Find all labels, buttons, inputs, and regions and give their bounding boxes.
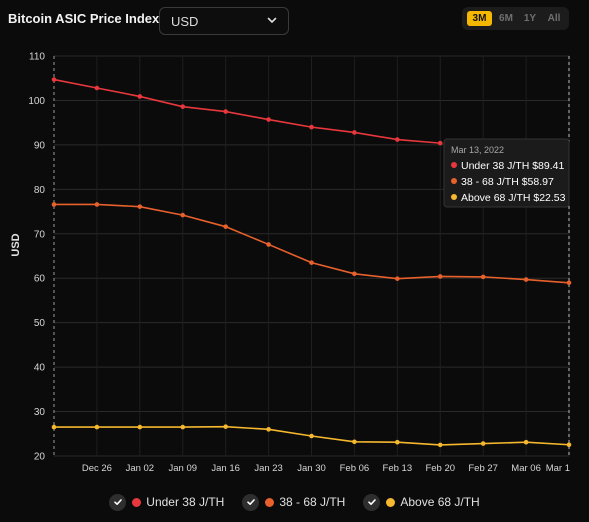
x-tick-label: Feb 20 <box>425 463 455 474</box>
x-tick-label: Jan 23 <box>254 463 283 474</box>
range-3m-button[interactable]: 3M <box>467 11 492 26</box>
data-point-mid <box>395 276 400 281</box>
x-tick-label: Feb 27 <box>468 463 498 474</box>
y-tick-label: 40 <box>34 363 46 374</box>
x-tick-label: Jan 02 <box>126 463 155 474</box>
data-point-above68 <box>523 439 529 445</box>
data-point-under38 <box>180 104 186 109</box>
legend-dot-mid <box>265 497 275 507</box>
chart-legend: Under 38 J/TH 38 - 68 J/TH Above 68 J/TH <box>0 491 589 513</box>
currency-select-value: USD <box>171 14 199 29</box>
x-tick-label: Jan 30 <box>297 463 326 474</box>
data-point-mid <box>94 202 100 207</box>
data-point-above68 <box>51 424 57 430</box>
data-point-mid <box>266 242 271 247</box>
data-point-under38 <box>437 140 443 146</box>
legend-dot-under38 <box>132 497 142 507</box>
data-point-mid <box>437 274 443 279</box>
x-tick-label: Feb 06 <box>340 463 370 474</box>
tooltip-row-under38: Under 38 J/TH $89.41 <box>461 160 564 172</box>
data-point-above68 <box>352 439 357 445</box>
data-point-mid <box>352 271 357 277</box>
data-point-under38 <box>395 137 400 142</box>
chevron-down-icon <box>267 17 277 23</box>
legend-label-mid: 38 - 68 J/TH <box>279 495 346 509</box>
tooltip-row-mid: 38 - 68 J/TH $58.97 <box>461 176 554 188</box>
y-tick-label: 80 <box>34 185 46 196</box>
legend-label-above68: Above 68 J/TH <box>400 495 480 509</box>
page-title: Bitcoin ASIC Price Index <box>8 11 160 26</box>
y-tick-label: 50 <box>34 318 46 329</box>
y-tick-label: 110 <box>29 52 45 63</box>
tooltip-dot-above68 <box>451 194 457 200</box>
data-point-above68 <box>94 424 100 430</box>
data-point-above68 <box>437 442 443 448</box>
data-point-mid <box>223 224 228 229</box>
y-tick-label: 100 <box>28 96 45 107</box>
legend-item-above68[interactable]: Above 68 J/TH <box>363 491 480 513</box>
legend-label-under38: Under 38 J/TH <box>146 495 225 509</box>
y-tick-label: 90 <box>34 140 46 151</box>
x-tick-label: Dec 26 <box>82 463 112 474</box>
data-point-mid <box>566 280 572 286</box>
legend-item-mid[interactable]: 38 - 68 J/TH <box>242 491 345 513</box>
data-point-above68 <box>566 442 572 448</box>
series-line-under38 <box>53 78 441 144</box>
legend-dot-above68 <box>386 497 396 507</box>
tooltip-row-above68: Above 68 J/TH $22.53 <box>461 192 566 204</box>
range-all-button[interactable]: All <box>547 13 561 24</box>
data-point-above68 <box>309 433 314 439</box>
check-icon[interactable] <box>242 493 260 511</box>
x-axis-ticks: Dec 26 Jan 02 Jan 09 Jan 16 Jan 23 Jan 30 Feb … <box>82 463 570 474</box>
chart-grid <box>54 55 570 457</box>
chart-series <box>51 77 572 448</box>
check-icon[interactable] <box>363 493 381 511</box>
data-point-under38 <box>94 85 100 91</box>
x-tick-label: Feb 13 <box>383 463 413 474</box>
data-point-under38 <box>352 130 357 135</box>
x-tick-label: Jan 16 <box>211 463 240 474</box>
time-range-selector: 3M 6M 1Y All <box>462 7 569 30</box>
price-chart[interactable]: 20 30 40 50 60 70 80 90 100 110 Dec 26 Jan 02 Jan 0… <box>0 0 589 490</box>
tooltip-dot-mid <box>451 178 457 184</box>
data-point-under38 <box>223 109 228 114</box>
y-tick-label: 60 <box>34 274 46 285</box>
data-point-above68 <box>480 441 486 446</box>
y-tick-label: 30 <box>34 407 46 418</box>
data-point-above68 <box>137 424 143 430</box>
data-point-under38 <box>266 117 271 122</box>
data-point-above68 <box>223 424 228 429</box>
currency-select[interactable]: USD <box>159 7 289 35</box>
tooltip-date: Mar 13, 2022 <box>451 145 504 155</box>
data-point-mid <box>51 202 57 207</box>
y-tick-label: 20 <box>34 452 46 463</box>
data-point-mid <box>480 274 486 280</box>
data-point-mid <box>523 277 529 282</box>
data-point-under38 <box>137 94 143 99</box>
x-tick-label: Mar 06 <box>511 463 541 474</box>
data-point-mid <box>180 212 186 218</box>
range-6m-button[interactable]: 6M <box>499 13 513 24</box>
check-icon[interactable] <box>109 493 127 511</box>
x-tick-label: Jan 09 <box>168 463 197 474</box>
data-point-mid <box>137 204 143 209</box>
y-axis-label: USD <box>10 233 22 256</box>
data-point-above68 <box>266 427 271 432</box>
data-point-under38 <box>309 124 314 130</box>
data-point-under38 <box>51 77 57 82</box>
data-point-above68 <box>180 424 186 430</box>
hover-tooltip: Mar 13, 2022 Under 38 J/TH $89.41 38 - 6… <box>443 138 570 208</box>
y-axis-ticks: 20 30 40 50 60 70 80 90 100 110 <box>28 52 45 463</box>
data-point-mid <box>309 260 314 265</box>
x-tick-label: Mar 1 <box>546 463 570 474</box>
y-tick-label: 70 <box>34 229 46 240</box>
tooltip-dot-under38 <box>451 162 457 168</box>
range-1y-button[interactable]: 1Y <box>523 13 537 24</box>
data-point-above68 <box>395 439 400 445</box>
legend-item-under38[interactable]: Under 38 J/TH <box>109 491 224 513</box>
